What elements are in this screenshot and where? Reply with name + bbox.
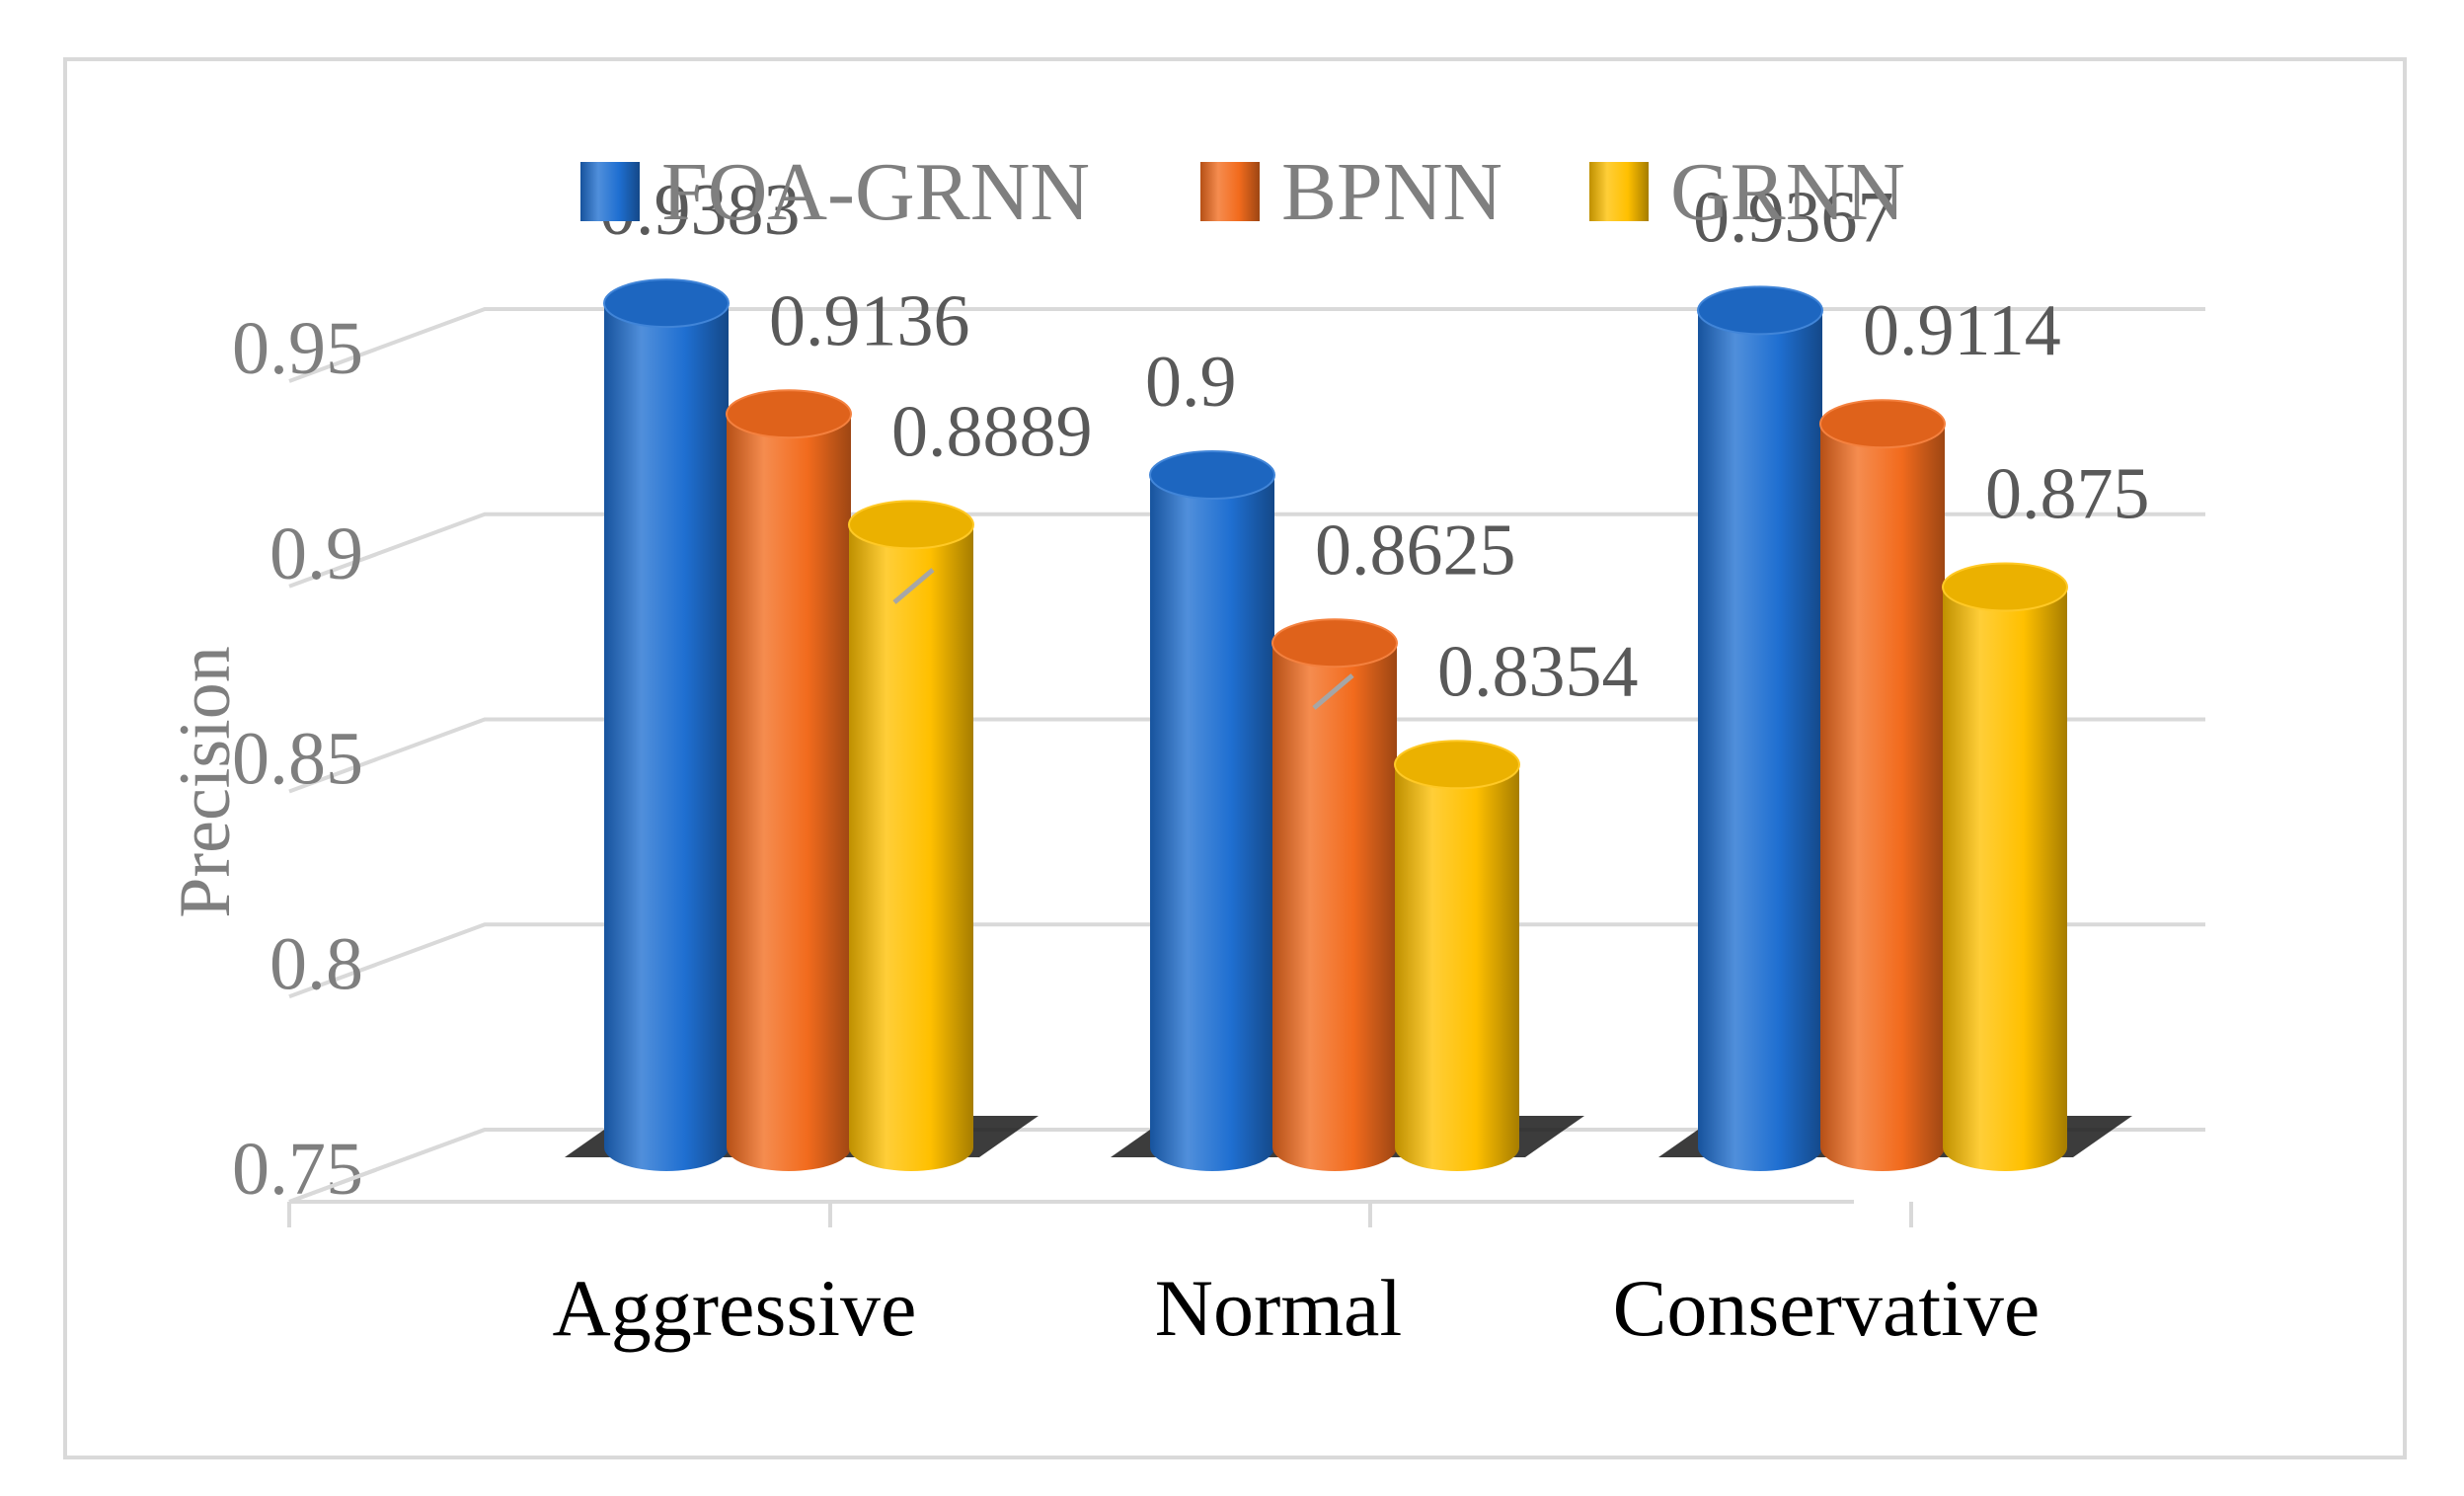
legend-swatch — [1200, 162, 1260, 221]
legend-item: FOA-GRNN — [580, 146, 1090, 238]
data-label: 0.9136 — [769, 280, 970, 361]
bar — [1819, 399, 1946, 1171]
data-label: 0.8354 — [1437, 631, 1639, 712]
gridline — [288, 512, 2205, 589]
bar-body — [1820, 424, 1945, 1171]
bar-top — [1271, 618, 1398, 669]
legend-label: BPNN — [1281, 146, 1502, 238]
bar-top — [1942, 562, 2068, 612]
bar-top — [848, 500, 974, 550]
data-labels: 0.93830.91360.88890.90.86250.83540.93670… — [599, 170, 2150, 712]
bar-body — [1395, 764, 1519, 1171]
legend-swatch — [1589, 162, 1649, 221]
bar-body — [1272, 643, 1397, 1171]
gridline — [288, 307, 2205, 383]
legend: FOA-GRNN BPNN GRNN — [580, 146, 1905, 238]
data-label: 0.8625 — [1315, 510, 1516, 591]
bar — [1394, 740, 1520, 1171]
y-axis-title: Precision — [165, 646, 246, 917]
legend-item: BPNN — [1200, 146, 1502, 238]
bar-top — [1149, 450, 1275, 500]
bar — [1697, 285, 1823, 1171]
bar-top — [603, 278, 730, 329]
bar-top — [1394, 740, 1520, 790]
gridline — [288, 922, 2205, 999]
data-label: 0.875 — [1985, 454, 2150, 535]
x-tick-label: Aggressive — [553, 1263, 917, 1353]
bar — [726, 389, 852, 1172]
legend-swatch — [580, 162, 640, 221]
bar — [1271, 618, 1398, 1171]
legend-item: GRNN — [1589, 146, 1905, 238]
gridline — [288, 717, 2205, 794]
bars — [603, 278, 2068, 1172]
bar-body — [727, 414, 851, 1172]
bar — [1942, 562, 2068, 1171]
bar-body — [604, 303, 729, 1171]
data-label: 0.9 — [1145, 342, 1237, 423]
leader-line — [892, 568, 935, 604]
bar-top — [726, 389, 852, 439]
leader-line — [1312, 673, 1354, 710]
bar-body — [1698, 310, 1822, 1171]
bar — [848, 500, 974, 1171]
bar-top — [1819, 399, 1946, 449]
bar — [603, 278, 730, 1171]
x-tick-label: Conservative — [1613, 1263, 2040, 1353]
data-label: 0.8889 — [891, 391, 1093, 472]
bar-body — [849, 524, 973, 1171]
y-tick-label: 0.8 — [270, 922, 363, 1005]
legend-label: FOA-GRNN — [661, 146, 1090, 238]
x-tick-label: Normal — [1155, 1263, 1402, 1353]
y-tick-label: 0.85 — [232, 718, 363, 801]
bar-body — [1943, 587, 2067, 1171]
bar-body — [1150, 475, 1274, 1171]
bar — [1149, 450, 1275, 1171]
bar-top — [1697, 285, 1823, 336]
floor-side-edge — [288, 1128, 486, 1204]
bar-chart: 0.93830.91360.88890.90.86250.83540.93670… — [165, 146, 2205, 1353]
data-label: 0.9114 — [1863, 290, 2061, 371]
y-tick-label: 0.9 — [270, 512, 363, 595]
data-label: 0.9367 — [1693, 177, 1894, 258]
y-tick-label: 0.95 — [232, 307, 363, 390]
legend-label: GRNN — [1670, 146, 1905, 238]
chart-frame: 0.9383 0.9136 0.8889 0.9 0.8625 0.8354 0.9367 0… — [63, 57, 2407, 1459]
gridlines — [288, 307, 2205, 1204]
